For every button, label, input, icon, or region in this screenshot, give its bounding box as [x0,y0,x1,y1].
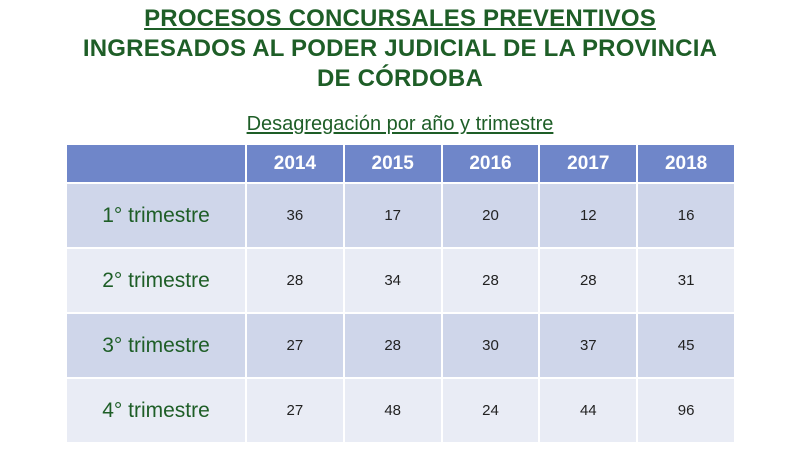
table-row: 2° trimestre 28 34 28 28 31 [65,247,736,314]
table-cell: 28 [245,247,345,314]
table-row: 1° trimestre 36 17 20 12 16 [65,182,736,249]
table-cell: 27 [245,377,345,444]
table-cell: 16 [636,182,736,249]
table-cell: 31 [636,247,736,314]
column-header-year: 2015 [342,143,443,184]
header-row: 2014 2015 2016 2017 2018 [65,143,736,184]
statistics-table: 2014 2015 2016 2017 2018 1° trimestre 36… [65,143,736,444]
table-cell: 27 [245,312,345,379]
table-cell: 12 [538,182,639,249]
column-header-year: 2016 [440,143,541,184]
table-cell: 96 [636,377,736,444]
table-cell: 28 [342,312,443,379]
row-label: 4° trimestre [65,377,247,444]
corner-cell [65,143,247,184]
table-row: 4° trimestre 27 48 24 44 96 [65,377,736,444]
title-block: PROCESOS CONCURSALES PREVENTIVOS INGRESA… [0,4,800,94]
table-row: 3° trimestre 27 28 30 37 45 [65,312,736,379]
title-line-3: DE CÓRDOBA [316,65,483,92]
column-header-year: 2014 [245,143,345,184]
table-cell: 34 [342,247,443,314]
row-label: 1° trimestre [65,182,247,249]
subtitle: Desagregación por año y trimestre [246,113,554,135]
title-line-1: PROCESOS CONCURSALES PREVENTIVOS [144,5,656,32]
title-line-2: INGRESADOS AL PODER JUDICIAL DE LA PROVI… [82,35,718,62]
table-cell: 20 [440,182,541,249]
row-label: 2° trimestre [65,247,247,314]
table-cell: 37 [538,312,639,379]
table-cell: 30 [440,312,541,379]
table-cell: 45 [636,312,736,379]
table-cell: 24 [440,377,541,444]
table-cell: 28 [440,247,541,314]
row-label: 3° trimestre [65,312,247,379]
table-cell: 17 [342,182,443,249]
column-header-year: 2018 [636,143,736,184]
table-cell: 48 [342,377,443,444]
column-header-year: 2017 [538,143,639,184]
table-cell: 44 [538,377,639,444]
table-cell: 36 [245,182,345,249]
table-cell: 28 [538,247,639,314]
